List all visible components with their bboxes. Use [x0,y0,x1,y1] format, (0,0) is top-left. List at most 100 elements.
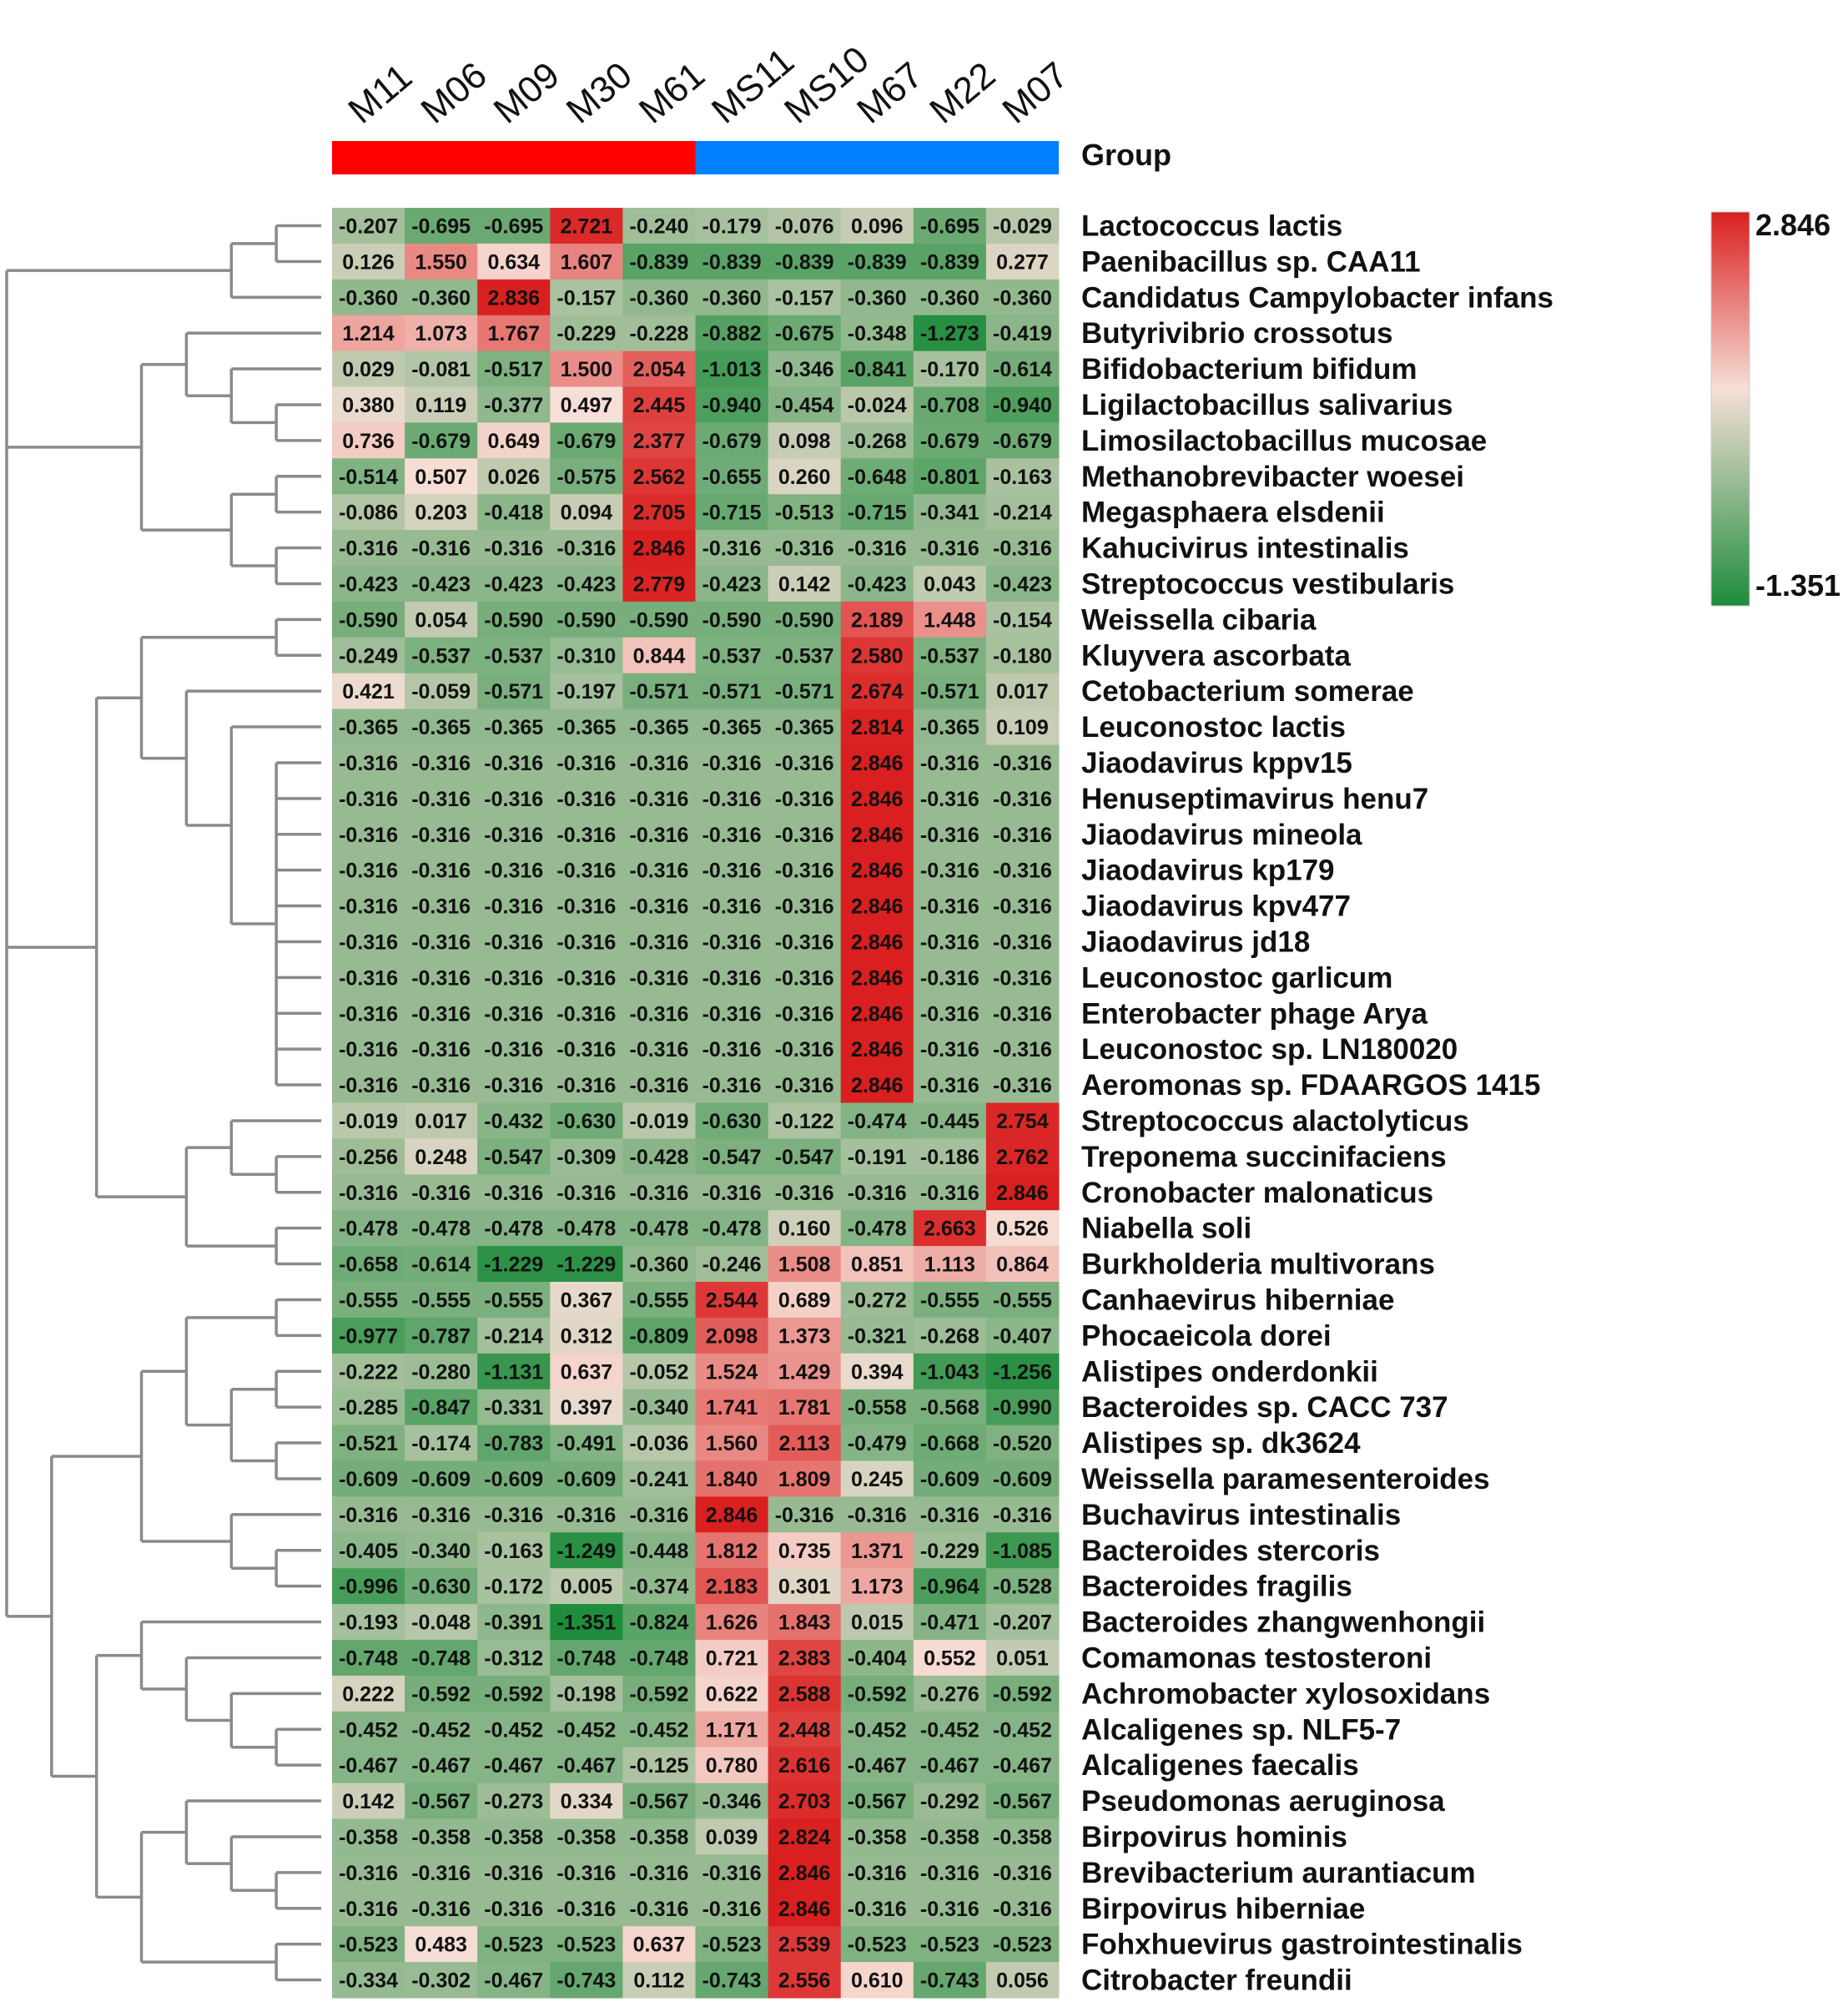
column-label-ms10: MS10 [777,38,877,131]
heatmap-cell [840,1496,914,1533]
heatmap-cell [550,1854,623,1891]
cell-value: -0.316 [411,824,471,847]
heatmap-cell [405,458,478,495]
heatmap-cell [840,1890,914,1927]
heatmap-cell [622,1926,696,1963]
cell-value: 2.098 [706,1324,758,1348]
heatmap-cell [550,1389,623,1426]
cell-value: -0.360 [411,286,471,310]
cell-value: 0.056 [996,1969,1049,1993]
cell-value: -0.316 [556,537,616,561]
cell-value: -0.316 [920,1898,979,1921]
cell-value: -0.340 [411,1540,471,1563]
row-label: Burkholderia multivorans [1081,1248,1435,1281]
heatmap-cell [622,1353,696,1390]
cell-value: -0.316 [484,1898,543,1921]
heatmap-cell [695,1102,769,1139]
heatmap-cell [405,1532,478,1569]
heatmap-cell [332,744,405,781]
cell-value: 0.780 [706,1754,758,1778]
cell-value: -0.609 [556,1468,616,1491]
row-label: Candidatus Campylobacter infans [1081,281,1553,314]
cell-value: -0.316 [775,824,834,847]
heatmap-cell [985,673,1060,710]
cell-value: -0.478 [484,1218,543,1241]
column-label-m30: M30 [559,54,640,132]
cell-value: -0.316 [484,537,543,561]
group-title: Group [1081,138,1171,172]
cell-value: -0.316 [339,1038,398,1062]
cell-value: -0.316 [993,930,1052,954]
heatmap-cell [477,1640,551,1677]
cell-value: -0.316 [484,895,543,919]
cell-value: -0.229 [920,1540,979,1563]
heatmap-cell [550,1460,623,1497]
cell-value: -0.256 [339,1146,398,1169]
heatmap-cell [840,1246,914,1283]
heatmap-cell [550,1640,623,1677]
heatmap-cell [550,709,623,745]
cell-value: -0.316 [484,1182,543,1205]
cell-value: -0.316 [630,1182,689,1205]
heatmap-cell [768,1675,842,1712]
cell-value: -0.316 [920,1504,979,1527]
cell-value: -1.351 [556,1611,616,1635]
heatmap-cell [550,1604,623,1641]
row-label: Ligilactobacillus salivarius [1081,389,1453,421]
cell-value: -0.292 [920,1790,979,1813]
row-label: Weissella cibaria [1081,603,1317,636]
heatmap-cell [477,1962,551,1999]
heatmap-cell [332,386,405,423]
heatmap-cell [622,350,696,387]
heatmap-cell [768,1067,842,1103]
heatmap-cell [985,744,1060,781]
heatmap-cell [985,1174,1060,1211]
heatmap-cell [332,1568,405,1605]
row-label: Enterobacter phage Arya [1081,997,1428,1030]
heatmap-cell [840,1532,914,1569]
cell-value: -0.122 [775,1110,834,1133]
cell-value: -0.316 [484,1504,543,1527]
heatmap-cell [477,780,551,817]
heatmap-cell [405,1174,478,1211]
cell-value: -0.452 [411,1718,471,1742]
heatmap-cell [550,1031,623,1068]
heatmap-cell [913,494,987,531]
heatmap-cell [695,422,769,459]
heatmap-cell [332,1425,405,1461]
cell-value: -0.547 [484,1146,543,1169]
heatmap-cell [477,422,551,459]
heatmap-cell [695,1640,769,1677]
cell-value: -0.592 [484,1682,543,1706]
cell-value: -0.423 [484,572,543,596]
cell-value: -0.358 [411,1826,471,1849]
cell-value: -0.316 [630,895,689,919]
cell-value: -0.316 [775,788,834,811]
cell-value: -0.547 [775,1146,834,1169]
heatmap-cell [913,208,987,245]
heatmap-cell [985,1282,1060,1319]
cell-value: -0.630 [411,1576,471,1599]
heatmap-cell [913,1711,987,1748]
heatmap-cell [913,1854,987,1891]
cell-value: -0.214 [993,502,1052,525]
heatmap-cell [768,1102,842,1139]
heatmap-cell [985,530,1060,567]
cell-value: -0.316 [556,788,616,811]
cell-value: -0.316 [411,930,471,954]
heatmap-cell [840,709,914,745]
legend-max-label: 2.846 [1755,208,1830,242]
heatmap-cell [550,458,623,495]
heatmap-cell [477,458,551,495]
heatmap-cell [913,780,987,817]
heatmap-cell [695,1389,769,1426]
cell-value: -0.316 [630,1504,689,1527]
heatmap-cell [550,1496,623,1533]
cell-value: -0.316 [556,1002,616,1026]
heatmap-cell [622,530,696,567]
row-label: Alistipes sp. dk3624 [1081,1427,1361,1460]
cell-value: -0.467 [920,1754,979,1778]
cell-value: -0.316 [556,1898,616,1921]
heatmap-cell [840,315,914,352]
legend-color-bar [1710,211,1750,607]
